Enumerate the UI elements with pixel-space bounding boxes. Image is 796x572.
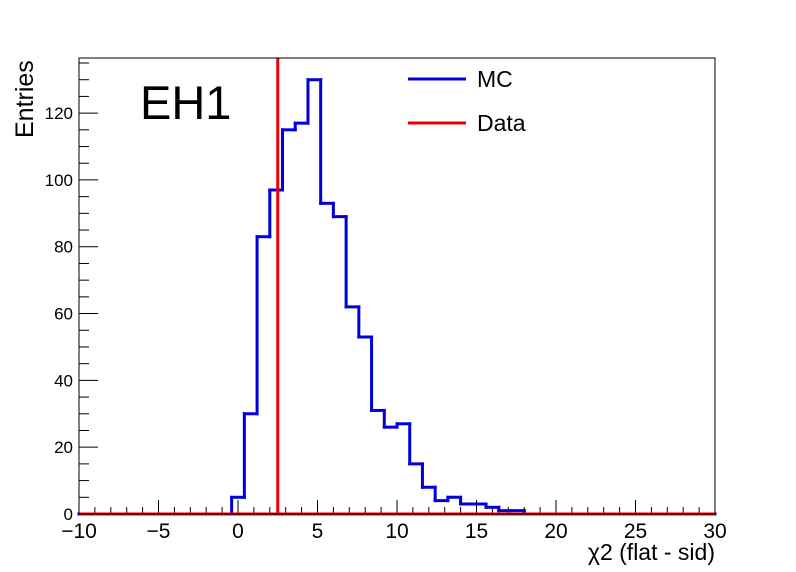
x-tick-label: 20 bbox=[544, 520, 567, 543]
x-tick-label: 30 bbox=[703, 520, 726, 543]
legend-label-data: Data bbox=[477, 110, 526, 136]
y-tick-label: 120 bbox=[45, 104, 73, 123]
x-axis-label: χ2 (flat - sid) bbox=[588, 539, 715, 565]
x-tick-label: 25 bbox=[624, 520, 647, 543]
x-tick-label: 15 bbox=[465, 520, 488, 543]
x-tick-label: 10 bbox=[385, 520, 408, 543]
y-tick-label: 0 bbox=[64, 505, 73, 524]
plot-frame bbox=[78, 57, 716, 515]
legend-label-mc: MC bbox=[477, 66, 513, 92]
x-tick-label: 0 bbox=[232, 520, 244, 543]
y-tick-label: 80 bbox=[54, 238, 73, 257]
legend: MC Data bbox=[408, 66, 526, 136]
y-tick-label: 40 bbox=[54, 371, 73, 390]
y-tick-label: 60 bbox=[54, 305, 73, 324]
region-annotation: EH1 bbox=[140, 76, 231, 129]
y-tick-label: 100 bbox=[45, 171, 73, 190]
y-axis-label: Entries bbox=[11, 60, 39, 138]
x-tick-label: 5 bbox=[312, 520, 324, 543]
y-tick-label: 20 bbox=[54, 438, 73, 457]
x-tick-label: −10 bbox=[61, 520, 97, 543]
mc-histogram bbox=[77, 78, 717, 516]
x-tick-label: −5 bbox=[147, 520, 171, 543]
